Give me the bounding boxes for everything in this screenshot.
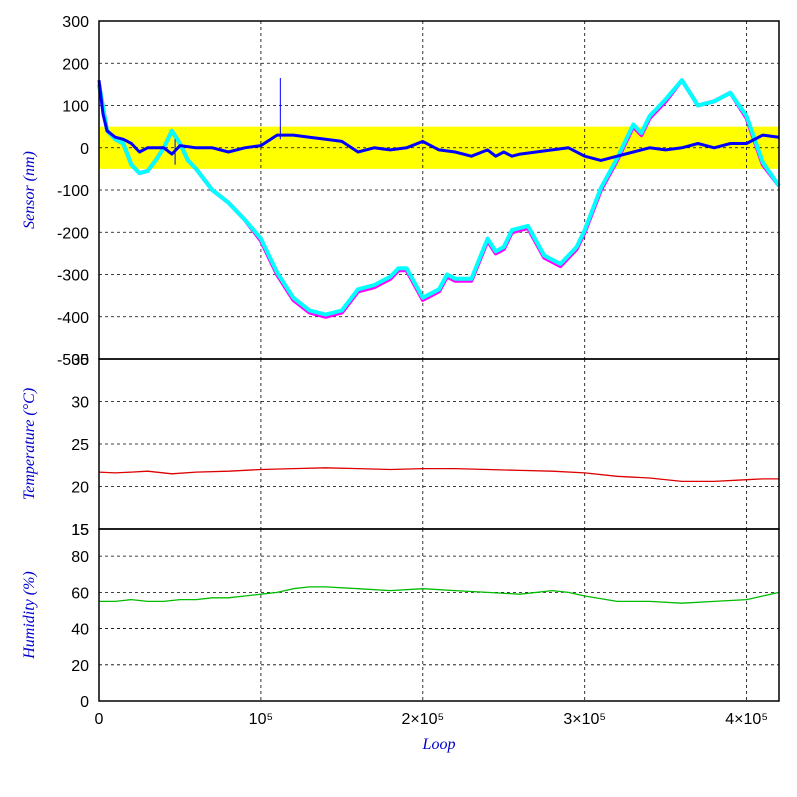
x-tick-label: 2×10⁵ xyxy=(401,711,444,728)
humidity-ytick-label: 60 xyxy=(71,585,89,602)
humidity-ytick-label: 0 xyxy=(80,694,89,711)
sensor-ytick-label: -500 xyxy=(57,352,89,369)
humidity-ytick-label: 20 xyxy=(71,658,89,675)
x-tick-label: 0 xyxy=(95,711,104,728)
sensor-ytick-label: 100 xyxy=(62,99,89,116)
sensor-y-axis-label: Sensor (nm) xyxy=(21,151,38,229)
sensor-ytick-label: -400 xyxy=(57,310,89,327)
sensor-ytick-label: -300 xyxy=(57,268,89,285)
temperature-ytick-label: 25 xyxy=(71,437,89,454)
humidity-ytick-label: 40 xyxy=(71,622,89,639)
x-tick-label: 3×10⁵ xyxy=(563,711,606,728)
x-tick-label: 10⁵ xyxy=(249,711,273,728)
sensor-series-2 xyxy=(97,80,780,162)
temperature-ytick-label: 30 xyxy=(71,395,89,412)
humidity-y-axis-label: Humidity (%) xyxy=(21,571,38,660)
sensor-series-1 xyxy=(97,78,781,317)
sensor-ytick-label: 300 xyxy=(62,14,89,31)
temperature-ytick-label: 20 xyxy=(71,480,89,497)
temperature-series-0 xyxy=(98,467,779,483)
x-tick-label: 4×10⁵ xyxy=(725,711,768,728)
temperature-ytick-label: 35 xyxy=(71,352,89,369)
sensor-ytick-label: -200 xyxy=(57,225,89,242)
humidity-ytick-label: 80 xyxy=(71,549,89,566)
sensor-ytick-label: 0 xyxy=(80,141,89,158)
humidity-panel-frame xyxy=(98,528,780,702)
temperature-y-axis-label: Temperature (°C) xyxy=(21,388,38,500)
sensor-ytick-label: -100 xyxy=(57,183,89,200)
sensor-series-0 xyxy=(97,78,781,319)
x-axis-label: Loop xyxy=(422,736,456,753)
humidity-ytick-label: 15 xyxy=(71,522,89,539)
sensor-ytick-label: 200 xyxy=(62,56,89,73)
humidity-series-0 xyxy=(99,586,780,604)
temperature-ytick-label: 15 xyxy=(71,522,89,539)
